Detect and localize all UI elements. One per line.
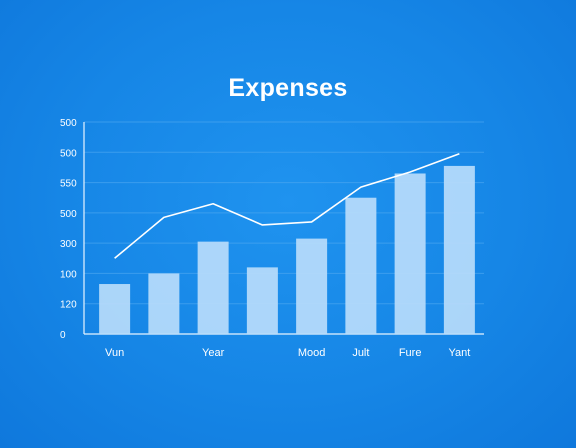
y-tick-label: 550 (60, 179, 77, 190)
y-tick-label: 120 (60, 300, 77, 311)
x-tick-label: Jult (352, 347, 369, 359)
y-tick-label: 500 (60, 209, 77, 220)
bar (148, 273, 180, 334)
line-series (114, 153, 460, 259)
y-tick-label: 500 (60, 118, 77, 129)
y-tick-label: 500 (60, 148, 77, 159)
bar (443, 165, 475, 334)
y-tick-label: 0 (60, 330, 66, 341)
bar (99, 284, 131, 334)
y-tick-label: 300 (60, 239, 77, 250)
bar (197, 241, 229, 334)
x-tick-label: Year (202, 347, 225, 359)
chart-title: Expenses (228, 74, 348, 102)
x-tick-label: Vun (105, 347, 124, 359)
bar (345, 197, 377, 334)
y-tick-label: 100 (60, 269, 77, 280)
bar (394, 173, 426, 334)
bar (246, 267, 278, 334)
x-tick-label: Mood (298, 347, 326, 359)
x-tick-label: Yant (448, 347, 470, 359)
x-tick-label: Fure (399, 347, 422, 359)
bar (296, 238, 328, 334)
